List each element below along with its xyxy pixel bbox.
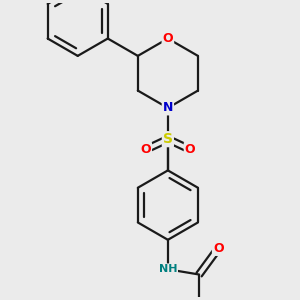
- Text: NH: NH: [159, 264, 177, 274]
- Text: O: O: [163, 32, 173, 45]
- Text: O: O: [185, 143, 195, 156]
- Text: S: S: [163, 132, 173, 146]
- Text: O: O: [213, 242, 224, 255]
- Text: O: O: [140, 143, 151, 156]
- Text: N: N: [163, 101, 173, 114]
